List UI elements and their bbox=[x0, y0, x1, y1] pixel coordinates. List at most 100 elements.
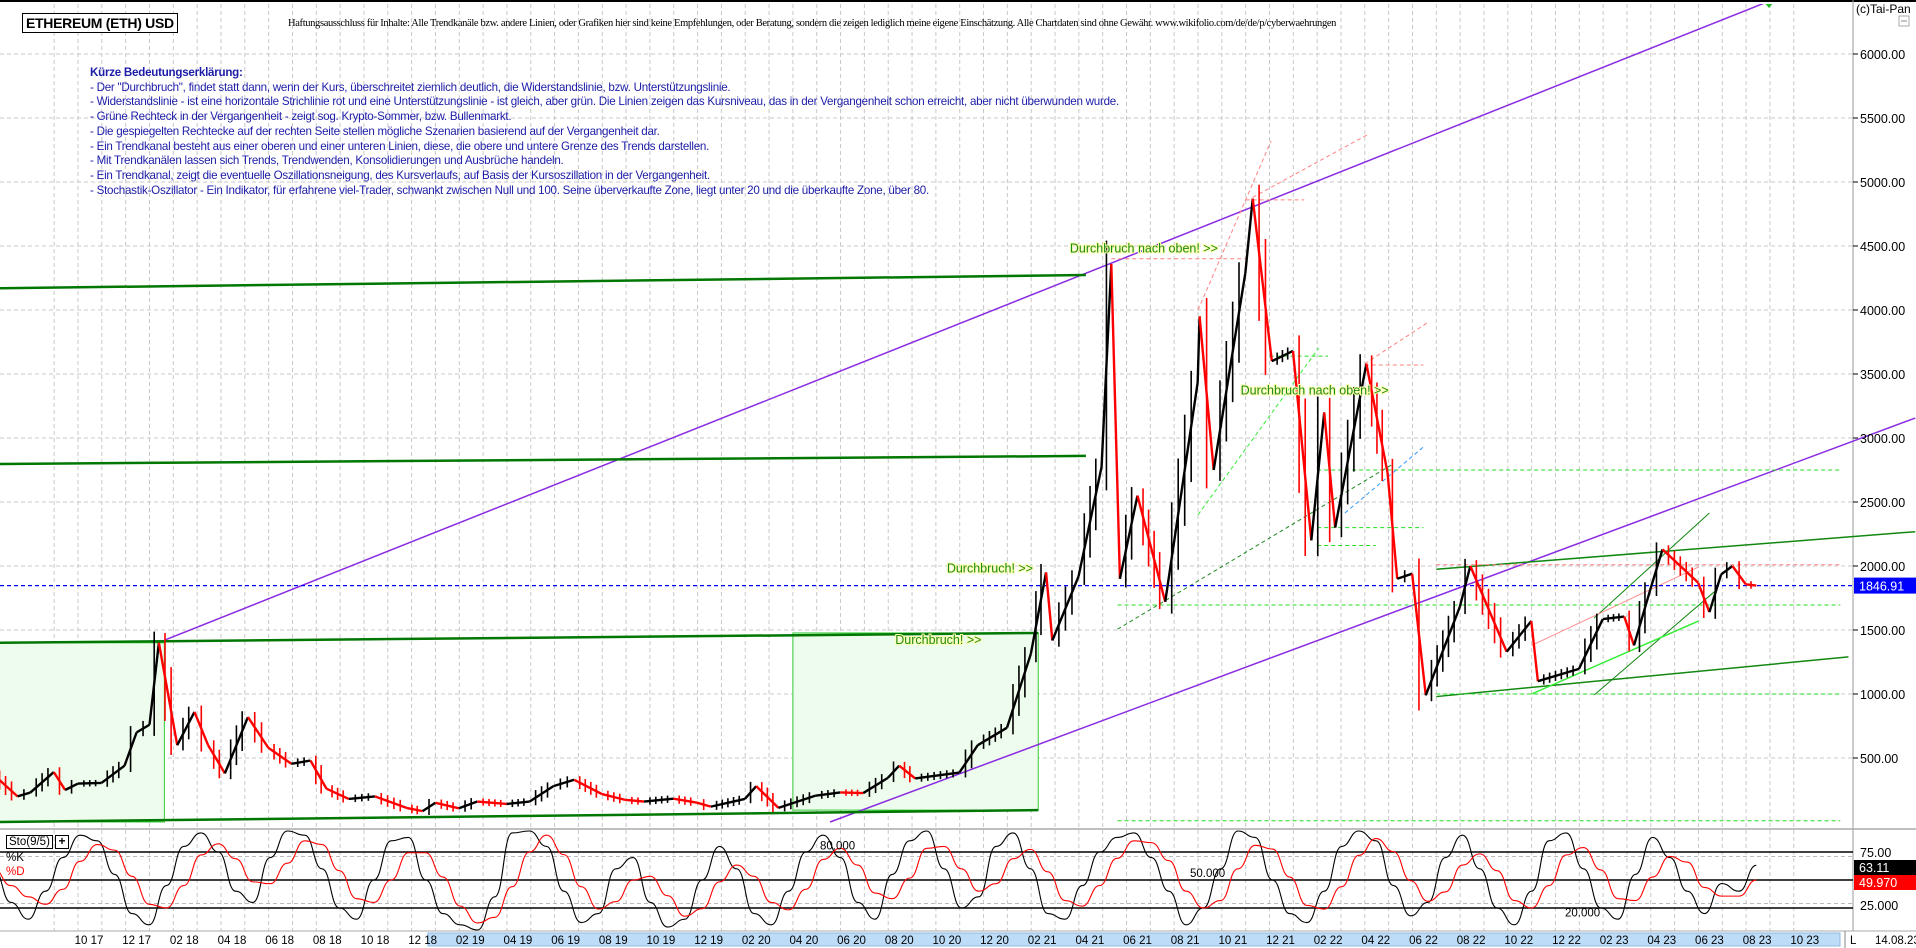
y-tick-label: 4500.00 bbox=[1860, 240, 1905, 254]
level-label-20: 20.000 bbox=[1565, 908, 1600, 920]
x-tick-label: 10 18 bbox=[361, 935, 390, 947]
price-segment bbox=[477, 800, 507, 806]
stochastic-indicator-label[interactable]: Sto(9/5) bbox=[6, 835, 53, 849]
trend-line bbox=[164, 4, 1765, 641]
level-line bbox=[1364, 322, 1428, 365]
trend-line bbox=[0, 808, 1039, 824]
k-current-value: 63.11 bbox=[1859, 861, 1889, 875]
price-segment bbox=[643, 797, 674, 803]
disclaimer: Haftungsausschluss für Inhalte: Alle Tre… bbox=[288, 18, 1337, 29]
x-tick-label: 12 20 bbox=[980, 935, 1009, 947]
price-segment bbox=[898, 764, 916, 780]
y-tick-label: 2500.00 bbox=[1860, 496, 1905, 510]
trend-line bbox=[1593, 589, 1717, 696]
level-label-50: 50.000 bbox=[1190, 868, 1225, 880]
sto-axis-label-75: 75.00 bbox=[1860, 846, 1891, 860]
price-segment bbox=[553, 778, 575, 788]
x-tick-label: 08 23 bbox=[1743, 935, 1772, 947]
price-segment bbox=[1136, 495, 1167, 603]
price-segment bbox=[958, 744, 979, 774]
d-current-value: 49.970 bbox=[1859, 876, 1897, 890]
x-tick-label: 02 19 bbox=[456, 935, 485, 947]
y-tick-label: 3500.00 bbox=[1860, 368, 1905, 382]
price-segment bbox=[309, 759, 328, 790]
x-tick-label: 08 18 bbox=[313, 935, 342, 947]
price-segment bbox=[1291, 350, 1313, 541]
price-segment bbox=[1632, 588, 1652, 646]
copyright: (c)Tai-Pan bbox=[1856, 2, 1911, 16]
legend-heading: Kürze Bedeutungserklärung: bbox=[90, 66, 243, 79]
trend-line bbox=[1436, 656, 1849, 698]
x-tick-label: 06 23 bbox=[1695, 935, 1724, 947]
date-axis: 10 17 12 17 02 18 04 18 06 18 08 18 10 18 12 18… bbox=[0, 930, 1916, 948]
price-segment bbox=[406, 806, 423, 813]
x-tick-label: 04 20 bbox=[790, 935, 819, 947]
legend-line: - Ein Trendkanal, zeigt die eventuelle O… bbox=[90, 168, 710, 182]
add-indicator-button[interactable]: + bbox=[55, 835, 69, 849]
x-tick-label: 08 22 bbox=[1457, 935, 1486, 947]
y-tick-label: 3000.00 bbox=[1860, 432, 1905, 446]
legend: Kürze Bedeutungserklärung: - Der "Durchb… bbox=[90, 66, 1119, 198]
price-segment bbox=[1251, 198, 1274, 362]
x-tick-label: 08 20 bbox=[885, 935, 914, 947]
price-segment bbox=[1196, 316, 1201, 383]
x-tick-label: 06 20 bbox=[837, 935, 866, 947]
x-tick-label: 06 19 bbox=[551, 935, 580, 947]
trend-line bbox=[1531, 620, 1699, 695]
x-tick-label: 12 22 bbox=[1552, 935, 1581, 947]
x-tick-label: 12 17 bbox=[122, 935, 151, 947]
price-segment bbox=[573, 778, 603, 796]
end-date-label: 14.08.23 bbox=[1875, 935, 1916, 947]
price-segment bbox=[1537, 667, 1580, 683]
x-tick-label: 12 21 bbox=[1266, 935, 1295, 947]
y-tick-label: 500.00 bbox=[1860, 752, 1898, 766]
k-line bbox=[0, 830, 1757, 931]
current-price-badge bbox=[1854, 577, 1916, 594]
x-tick-label: 04 18 bbox=[218, 935, 247, 947]
level-line bbox=[1252, 133, 1369, 198]
price-series bbox=[0, 184, 1757, 815]
sto-axis-label-25: 25.000 bbox=[1860, 899, 1898, 913]
level-line bbox=[1197, 140, 1272, 311]
trend-line bbox=[0, 631, 1039, 645]
price-segment bbox=[625, 798, 645, 803]
x-tick-label: 02 18 bbox=[170, 935, 199, 947]
x-tick-label: 10 22 bbox=[1504, 935, 1533, 947]
price-segment bbox=[977, 726, 1008, 747]
k-current-badge bbox=[1854, 860, 1916, 875]
price-segment bbox=[176, 711, 196, 746]
price-segment bbox=[1110, 263, 1122, 579]
trend-line bbox=[1531, 566, 1699, 646]
legend-line: - Der "Durchbruch", findet statt dann, w… bbox=[90, 80, 731, 94]
x-tick-label: 02 21 bbox=[1028, 935, 1057, 947]
top-border bbox=[0, 0, 1916, 2]
price-segment bbox=[1333, 363, 1368, 528]
x-tick-label: 10 17 bbox=[75, 935, 104, 947]
x-tick-label: 06 21 bbox=[1123, 935, 1152, 947]
price-segment bbox=[458, 800, 478, 810]
d-line bbox=[0, 834, 1757, 924]
d-legend: %D bbox=[6, 866, 25, 878]
trend-line bbox=[0, 454, 1086, 466]
x-tick-label: 10 23 bbox=[1790, 935, 1819, 947]
legend-line: - Die gespiegelten Rechtecke auf der rec… bbox=[90, 124, 660, 138]
trend-line bbox=[1593, 512, 1710, 619]
date-scroll-range bbox=[427, 932, 1841, 947]
x-tick-label: 04 23 bbox=[1647, 935, 1676, 947]
chart-title: ETHEREUM (ETH) USD bbox=[22, 13, 178, 33]
y-tick-label: 1500.00 bbox=[1860, 624, 1905, 638]
x-tick-label: 02 23 bbox=[1600, 935, 1629, 947]
x-tick-label: 02 20 bbox=[742, 935, 771, 947]
x-tick-label: 08 19 bbox=[599, 935, 628, 947]
breakout-annotation: Durchbruch nach oben! >> bbox=[1070, 241, 1218, 255]
x-tick-label: 10 20 bbox=[932, 935, 961, 947]
breakout-annotation: Durchbruch nach oben! >> bbox=[1241, 383, 1389, 397]
y-tick-label: 5500.00 bbox=[1860, 112, 1905, 126]
price-segment bbox=[374, 795, 407, 810]
y-tick-label: 5000.00 bbox=[1860, 176, 1905, 190]
price-segment bbox=[915, 771, 960, 780]
y-tick-label: 2000.00 bbox=[1860, 560, 1905, 574]
breakout-annotation: Durchbruch! >> bbox=[947, 561, 1033, 575]
price-segment bbox=[1044, 572, 1054, 641]
